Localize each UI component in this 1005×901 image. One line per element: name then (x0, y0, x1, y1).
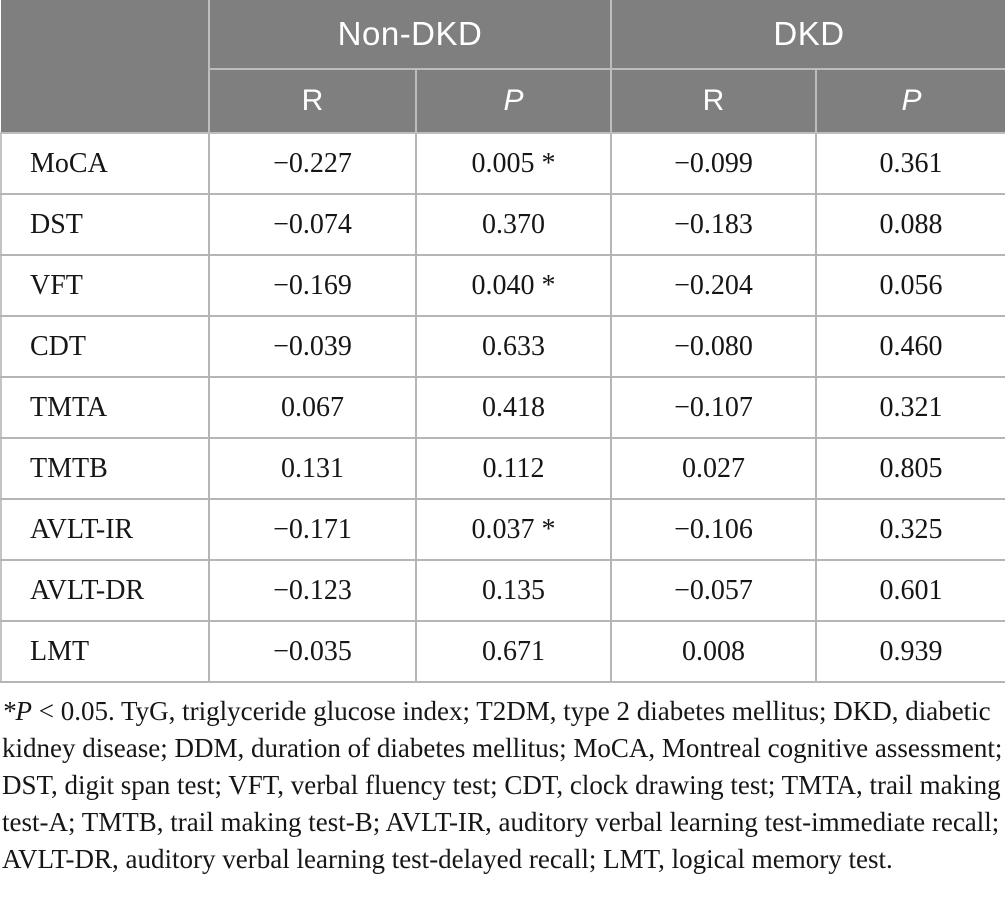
table-row: TMTA 0.067 0.418 −0.107 0.321 (0, 376, 1005, 439)
group-header-non-dkd: Non-DKD (207, 0, 613, 70)
cell-value: 0.112 (414, 437, 613, 500)
cell-value: 0.321 (815, 376, 1005, 439)
footnote-significance: *P (2, 696, 32, 726)
cell-value: 0.939 (815, 620, 1005, 683)
corner-cell (1, 0, 210, 134)
footnote-line: AVLT-DR, auditory verbal learning test-d… (2, 844, 893, 874)
row-label: MoCA (0, 132, 210, 195)
row-label: VFT (0, 254, 210, 317)
cell-value: 0.633 (414, 315, 613, 378)
cell-value: −0.035 (208, 620, 417, 683)
table-row: MoCA −0.227 0.005 * −0.099 0.361 (0, 132, 1005, 195)
cell-value: 0.361 (815, 132, 1005, 195)
sub-header-r-dkd: R (610, 68, 818, 134)
footnote-line: test-A; TMTB, trail making test-B; AVLT-… (2, 807, 1000, 837)
cell-value: −0.039 (208, 315, 417, 378)
table-row: TMTB 0.131 0.112 0.027 0.805 (0, 437, 1005, 500)
sub-header-p-dkd: P (815, 68, 1005, 134)
table-row: VFT −0.169 0.040 * −0.204 0.056 (0, 254, 1005, 317)
footnote-line1-text: < 0.05. TyG, triglyceride glucose index;… (32, 696, 991, 726)
row-label: DST (0, 193, 210, 256)
group-header-row: Non-DKD DKD (1, 0, 1005, 134)
cell-value: −0.171 (208, 498, 417, 561)
cell-value: 0.325 (815, 498, 1005, 561)
row-label: LMT (0, 620, 210, 683)
sub-header-row: R P R P (1, 68, 1005, 134)
cell-value: 0.067 (208, 376, 417, 439)
cell-value: 0.088 (815, 193, 1005, 256)
table-row: AVLT-IR −0.171 0.037 * −0.106 0.325 (0, 498, 1005, 561)
cell-value: 0.671 (414, 620, 613, 683)
cell-value: −0.204 (610, 254, 818, 317)
cell-value: 0.005 * (414, 132, 613, 195)
cell-value: 0.008 (610, 620, 818, 683)
group-header-dkd: DKD (610, 0, 1005, 70)
cell-value: −0.057 (610, 559, 818, 622)
cell-value: 0.037 * (414, 498, 613, 561)
cell-value: 0.135 (414, 559, 613, 622)
cell-value: 0.418 (414, 376, 613, 439)
cell-value: 0.601 (815, 559, 1005, 622)
table-row: AVLT-DR −0.123 0.135 −0.057 0.601 (0, 559, 1005, 622)
cell-value: −0.074 (208, 193, 417, 256)
cell-value: −0.123 (208, 559, 417, 622)
cell-value: 0.056 (815, 254, 1005, 317)
correlation-table: Non-DKD DKD R P R P MoCA −0.227 0.005 * −0.… (0, 0, 1005, 683)
cell-value: 0.370 (414, 193, 613, 256)
cell-value: −0.106 (610, 498, 818, 561)
row-label: CDT (0, 315, 210, 378)
cell-value: −0.080 (610, 315, 818, 378)
footnote: *P < 0.05. TyG, triglyceride glucose ind… (0, 683, 1005, 878)
row-label: TMTB (0, 437, 210, 500)
cell-value: 0.040 * (414, 254, 613, 317)
cell-value: −0.107 (610, 376, 818, 439)
table-body: MoCA −0.227 0.005 * −0.099 0.361 DST −0.074 0.3… (0, 132, 1005, 683)
cell-value: −0.099 (610, 132, 818, 195)
table-header: Non-DKD DKD R P R P (1, 0, 1005, 134)
table-row: LMT −0.035 0.671 0.008 0.939 (0, 620, 1005, 683)
cell-value: 0.027 (610, 437, 818, 500)
sub-header-r-non-dkd: R (208, 68, 417, 134)
cell-value: 0.460 (815, 315, 1005, 378)
row-label: TMTA (0, 376, 210, 439)
row-label: AVLT-DR (0, 559, 210, 622)
cell-value: 0.805 (815, 437, 1005, 500)
footnote-line: DST, digit span test; VFT, verbal fluenc… (2, 770, 1001, 800)
cell-value: −0.183 (610, 193, 818, 256)
footnote-line: *P < 0.05. TyG, triglyceride glucose ind… (2, 693, 1003, 730)
cell-value: −0.169 (208, 254, 417, 317)
cell-value: −0.227 (208, 132, 417, 195)
footnote-line: kidney disease; DDM, duration of diabete… (2, 733, 1003, 763)
row-label: AVLT-IR (0, 498, 210, 561)
table-row: DST −0.074 0.370 −0.183 0.088 (0, 193, 1005, 256)
table-row: CDT −0.039 0.633 −0.080 0.460 (0, 315, 1005, 378)
cell-value: 0.131 (208, 437, 417, 500)
sub-header-p-non-dkd: P (414, 68, 613, 134)
